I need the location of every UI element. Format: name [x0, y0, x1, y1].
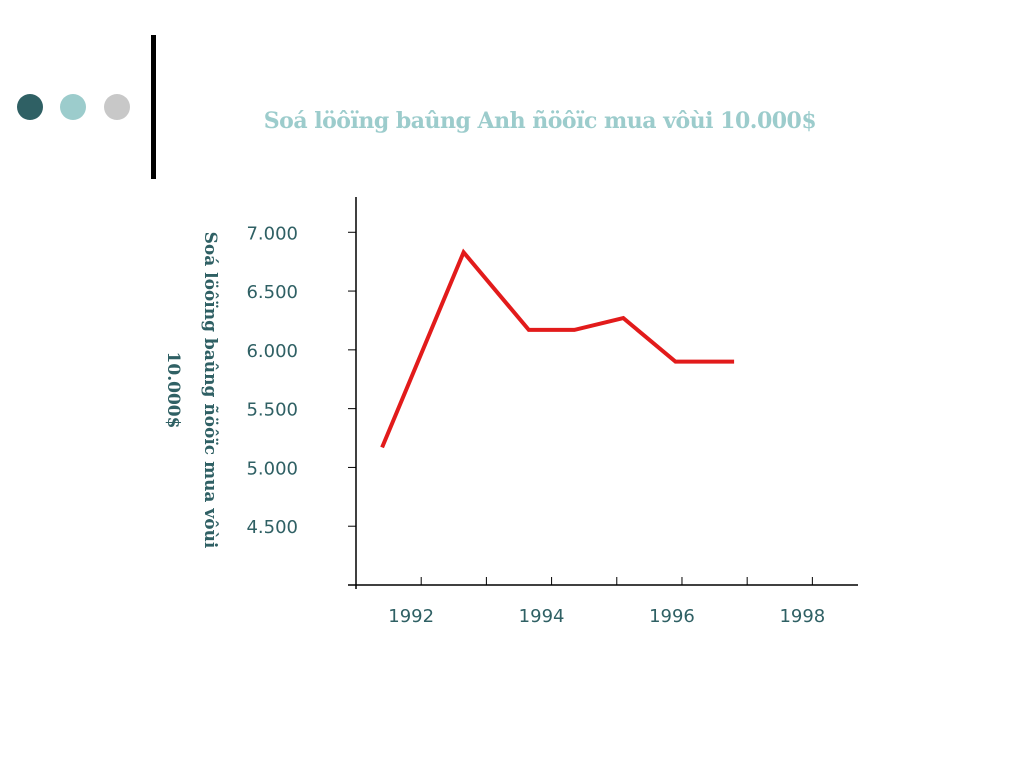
x-tick-label: 1996 — [649, 606, 695, 627]
x-tick-label: 1992 — [388, 606, 434, 627]
decor-dot-teal — [60, 94, 86, 120]
vertical-divider — [151, 35, 156, 179]
y-tick-label: 6.500 — [246, 282, 298, 303]
decor-dot-dark — [17, 94, 43, 120]
y-tick-label: 7.000 — [246, 223, 298, 244]
y-axis-ticks: 4.500 5.000 5.500 6.000 6.500 7.000 — [246, 223, 356, 538]
y-tick-label: 4.500 — [246, 517, 298, 538]
y-tick-label: 5.000 — [246, 458, 298, 479]
x-axis-ticks: 1992 1994 1996 1998 — [388, 577, 825, 627]
y-axis-label-line: 10.000$ — [163, 352, 183, 429]
series-line — [380, 248, 735, 449]
x-tick-label: 1994 — [519, 606, 565, 627]
decor-dot-gray — [104, 94, 130, 120]
series-layer — [380, 248, 735, 449]
y-tick-label: 6.000 — [246, 341, 298, 362]
chart-title: Soá löôïng baûng Anh ñöôïc mua vôùi 10.0… — [263, 108, 817, 134]
y-axis-label-line: Soá löôïng baûng ñöôïc mua vôùi — [200, 232, 220, 549]
chart-axes — [348, 197, 858, 589]
y-axis-label: Soá löôïng baûng ñöôïc mua vôùi 10.000$ — [163, 232, 220, 549]
x-tick-label: 1998 — [779, 606, 825, 627]
y-tick-label: 5.500 — [246, 400, 298, 421]
